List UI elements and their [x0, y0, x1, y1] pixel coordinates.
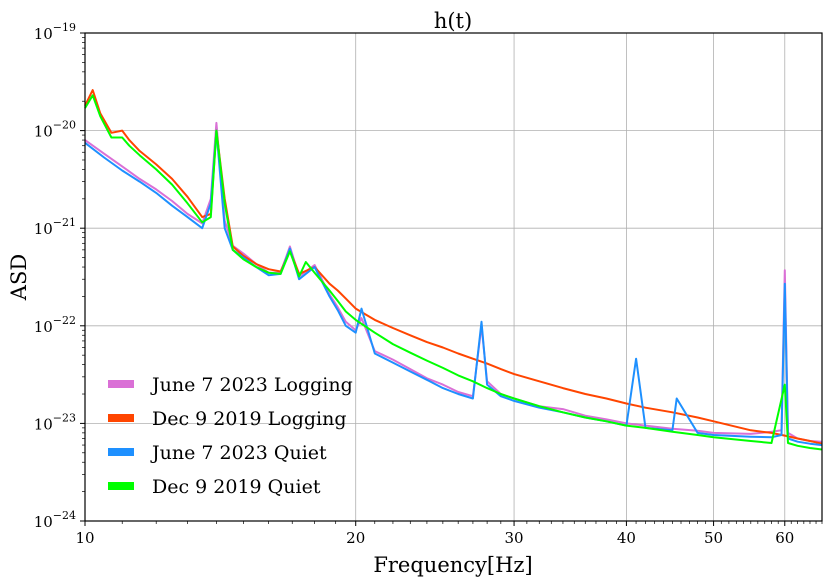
x-axis-label: Frequency[Hz]	[373, 553, 532, 577]
x-tick-label: 40	[617, 529, 636, 547]
legend-label: June 7 2023 Logging	[150, 374, 353, 396]
x-tick-label: 20	[346, 529, 365, 547]
x-tick-label: 60	[775, 529, 794, 547]
x-tick-label: 10	[75, 529, 94, 547]
y-tick-label: 10−22	[34, 314, 76, 336]
legend-swatch	[108, 482, 134, 490]
legend-label: Dec 9 2019 Logging	[152, 408, 347, 430]
y-tick-label: 10−19	[34, 21, 76, 43]
x-tick-label: 30	[505, 529, 524, 547]
legend-swatch	[108, 380, 134, 388]
legend: June 7 2023 Logging Dec 9 2019 Logging Jun…	[108, 374, 353, 498]
legend-swatch	[108, 448, 134, 456]
legend-label: Dec 9 2019 Quiet	[152, 476, 321, 498]
series-line-2	[84, 89, 823, 445]
series-line-4	[84, 94, 823, 451]
legend-swatch	[108, 414, 134, 422]
y-tick-label: 10−21	[34, 216, 76, 238]
legend-label: June 7 2023 Quiet	[150, 442, 327, 464]
y-axis-label: ASD	[7, 254, 31, 301]
y-tick-label: 10−20	[34, 119, 76, 141]
plot-frame	[84, 32, 823, 522]
series-layer	[84, 89, 823, 451]
x-tick-label: 50	[704, 529, 723, 547]
axis-ticks	[80, 32, 823, 526]
y-tick-labels: 10−24 10−23 10−22 10−21 10−20 10−19	[34, 21, 76, 531]
chart-title: h(t)	[434, 9, 472, 33]
y-tick-label: 10−23	[34, 411, 76, 433]
y-tick-label: 10−24	[34, 509, 76, 531]
x-tick-labels: 10 20 30 40 50 60	[75, 529, 794, 547]
